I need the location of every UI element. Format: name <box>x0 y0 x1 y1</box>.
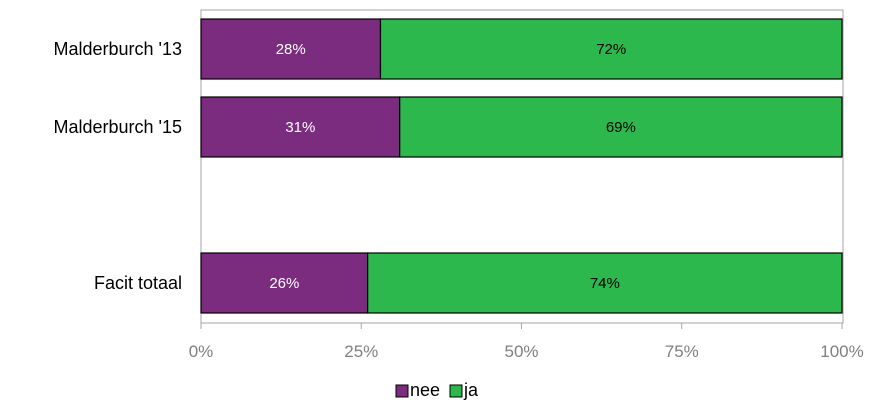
data-label-nee-1: 31% <box>285 119 315 136</box>
category-label-3: Facit totaal <box>94 273 182 293</box>
bar-ja-1 <box>399 96 843 158</box>
x-tick-label-1: 25% <box>344 342 378 361</box>
legend-swatch-nee <box>395 384 409 398</box>
x-tick-label-0: 0% <box>189 342 214 361</box>
legend-label-ja: ja <box>463 380 479 400</box>
bar-nee-0 <box>200 18 382 80</box>
data-label-ja-0: 72% <box>596 41 626 58</box>
category-label-1: Malderburch '15 <box>53 117 182 137</box>
legend: nee ja <box>395 380 479 400</box>
category-label-0: Malderburch '13 <box>53 39 182 59</box>
data-label-nee-0: 28% <box>276 41 306 58</box>
data-label-nee-3: 26% <box>269 275 299 292</box>
x-tick-label-3: 75% <box>665 342 699 361</box>
legend-swatch-ja <box>449 384 463 398</box>
bar-nee-1 <box>200 96 401 158</box>
category-labels: Malderburch '13 Malderburch '15 Facit tota… <box>53 39 182 293</box>
x-tick-label-4: 100% <box>820 342 863 361</box>
bars-group: 28% 72% 31% 69% 26% 74% <box>200 18 843 314</box>
x-tick-label-2: 50% <box>504 342 538 361</box>
bar-ja-0 <box>379 18 843 80</box>
x-axis-ticks: 0% 25% 50% 75% 100% <box>189 323 864 361</box>
bar-nee-3 <box>200 252 369 314</box>
legend-label-nee: nee <box>410 380 440 400</box>
bar-ja-3 <box>367 252 843 314</box>
data-label-ja-1: 69% <box>606 119 636 136</box>
data-label-ja-3: 74% <box>590 275 620 292</box>
